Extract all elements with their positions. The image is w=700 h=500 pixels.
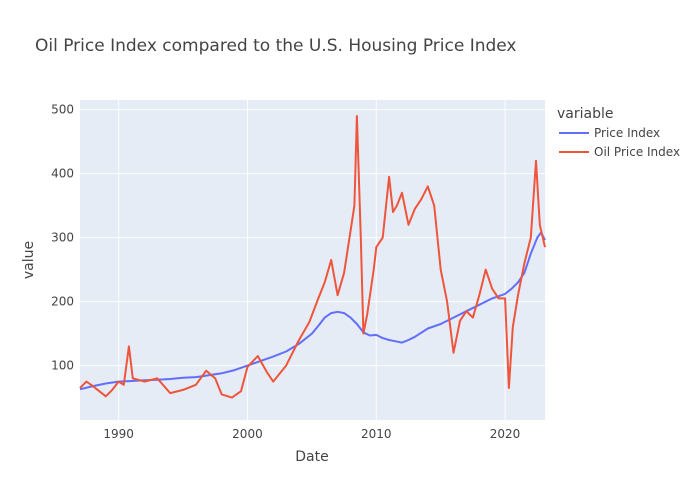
legend-title: variable bbox=[557, 106, 613, 122]
series-layer bbox=[79, 115, 546, 399]
y-tick-label: 200 bbox=[51, 295, 74, 309]
x-tick-label: 1990 bbox=[103, 427, 134, 441]
y-tick-label: 100 bbox=[51, 359, 74, 373]
x-axis-title: Date bbox=[295, 449, 328, 465]
legend-label: Price Index bbox=[594, 126, 660, 140]
x-tick-label: 2020 bbox=[490, 427, 521, 441]
y-tick-label: 500 bbox=[51, 103, 74, 117]
x-tick-label: 2000 bbox=[232, 427, 263, 441]
plot-area bbox=[80, 100, 545, 420]
legend-label: Oil Price Index bbox=[594, 145, 680, 159]
y-tick-label: 400 bbox=[51, 167, 74, 181]
legend-item-oil-price-index[interactable]: Oil Price Index bbox=[559, 145, 680, 159]
tick-labels: 100 200 300 400 500 1990 2000 2010 2020 bbox=[51, 103, 520, 441]
chart-title: Oil Price Index compared to the U.S. Hou… bbox=[35, 36, 517, 56]
y-axis-title: value bbox=[21, 241, 37, 279]
series-line-price-index bbox=[79, 231, 546, 391]
x-tick-label: 2010 bbox=[361, 427, 392, 441]
y-tick-label: 300 bbox=[51, 231, 74, 245]
series-line-oil-price-index bbox=[79, 115, 546, 399]
legend[interactable]: variable Price Index Oil Price Index bbox=[557, 106, 680, 159]
grid bbox=[80, 100, 545, 420]
legend-item-price-index[interactable]: Price Index bbox=[559, 126, 660, 140]
